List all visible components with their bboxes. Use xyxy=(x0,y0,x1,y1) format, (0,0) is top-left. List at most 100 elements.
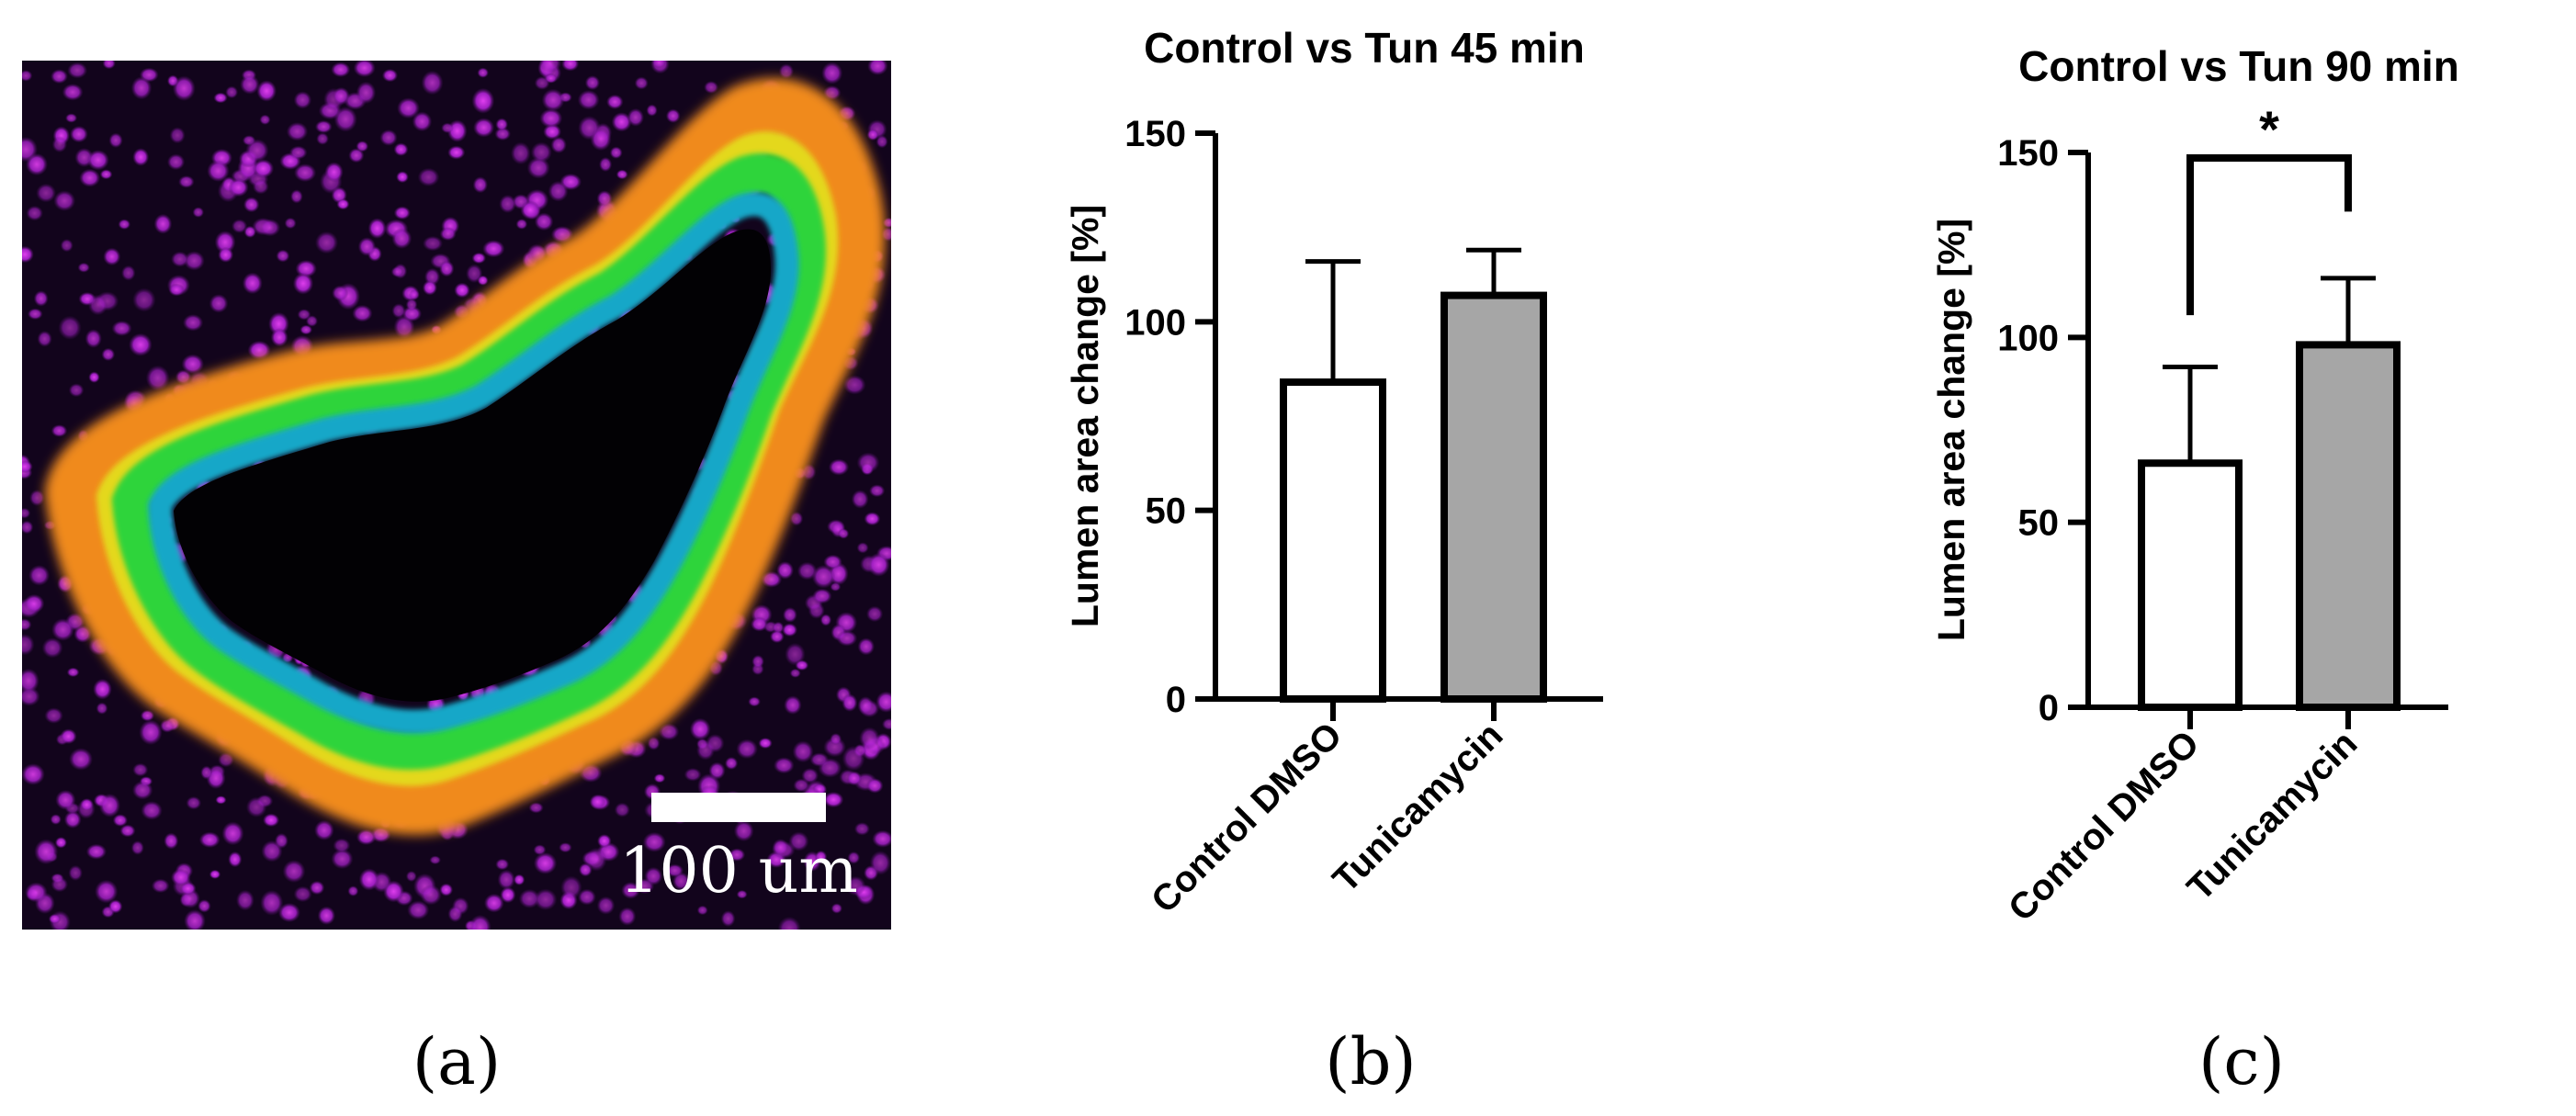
nucleus xyxy=(101,347,116,362)
nucleus xyxy=(48,913,62,924)
nucleus xyxy=(332,285,349,301)
nucleus xyxy=(286,121,309,141)
nucleus xyxy=(391,228,412,249)
nucleus xyxy=(842,745,865,772)
nucleus xyxy=(836,630,858,647)
nucleus xyxy=(408,289,420,300)
nucleus xyxy=(466,264,483,284)
nucleus xyxy=(293,163,317,183)
nucleus xyxy=(63,810,82,829)
nucleus xyxy=(429,855,442,865)
significance-label: * xyxy=(2259,100,2279,158)
nucleus xyxy=(182,314,204,332)
nucleus xyxy=(168,283,185,297)
nucleus xyxy=(34,839,59,865)
nucleus xyxy=(22,70,33,82)
nucleus xyxy=(789,668,801,679)
nucleus xyxy=(331,849,354,870)
nucleus xyxy=(495,858,510,871)
nucleus xyxy=(55,789,76,810)
nucleus xyxy=(353,61,376,78)
nucleus xyxy=(772,839,789,856)
nucleus xyxy=(240,74,260,95)
nucleus xyxy=(864,512,881,526)
nucleus xyxy=(614,802,630,817)
x-tick-label: Tunicamycin xyxy=(1325,715,1510,900)
nucleus xyxy=(263,813,280,828)
nucleus xyxy=(773,757,795,774)
nucleus xyxy=(396,171,409,184)
nucleus xyxy=(658,723,680,741)
nucleus xyxy=(473,118,495,138)
nucleus xyxy=(851,490,869,509)
nucleus xyxy=(801,768,819,783)
nucleus xyxy=(119,824,136,838)
nucleus xyxy=(218,752,234,768)
nucleus xyxy=(550,136,567,153)
nucleus xyxy=(751,616,768,632)
nucleus xyxy=(293,91,312,109)
nucleus xyxy=(171,251,189,267)
nucleus xyxy=(684,767,702,782)
y-tick-label: 50 xyxy=(1146,491,1187,532)
nucleus xyxy=(534,212,554,231)
y-axis-label: Lumen area change [%] xyxy=(1930,219,1972,641)
nucleus xyxy=(225,85,239,99)
nucleus xyxy=(847,851,861,864)
nucleus xyxy=(54,837,67,849)
nucleus xyxy=(86,150,109,171)
nucleus xyxy=(422,280,437,296)
nucleus xyxy=(627,107,645,127)
nucleus xyxy=(597,834,612,849)
nucleus xyxy=(724,756,739,771)
nucleus xyxy=(823,791,844,808)
nucleus xyxy=(856,542,869,554)
nucleus xyxy=(356,81,377,105)
nucleus xyxy=(68,864,83,882)
nucleus xyxy=(175,369,192,385)
nucleus xyxy=(235,889,254,911)
nucleus xyxy=(515,219,528,230)
nucleus xyxy=(358,868,379,891)
nucleus xyxy=(292,272,314,295)
nucleus xyxy=(857,696,874,716)
nucleus xyxy=(859,727,880,750)
nucleus xyxy=(22,459,33,474)
nucleus xyxy=(112,814,129,827)
nucleus xyxy=(316,132,329,145)
nucleus xyxy=(814,850,828,864)
significance-bracket xyxy=(2186,154,2352,316)
nucleus xyxy=(782,623,798,637)
nucleus xyxy=(881,717,891,730)
nucleus xyxy=(22,618,32,631)
nucleus xyxy=(872,829,891,848)
nucleus xyxy=(646,104,658,117)
y-axis-label: Lumen area change [%] xyxy=(1064,205,1106,627)
nucleus xyxy=(447,905,463,923)
nucleus xyxy=(181,354,205,375)
nucleus xyxy=(131,781,153,800)
nucleus xyxy=(293,885,312,903)
nucleus xyxy=(172,75,196,101)
nucleus xyxy=(696,905,708,916)
nucleus xyxy=(865,605,884,623)
nucleus xyxy=(789,511,804,526)
nucleus xyxy=(846,771,863,786)
x-tick-label: Control DMSO xyxy=(1144,715,1350,920)
nucleus xyxy=(577,89,600,110)
nucleus xyxy=(183,251,205,271)
nucleus xyxy=(618,907,637,926)
nucleus xyxy=(85,329,102,348)
nucleus xyxy=(22,763,45,785)
nucleus xyxy=(736,738,758,760)
nucleus xyxy=(454,282,470,299)
nucleus xyxy=(599,156,613,173)
nucleus xyxy=(472,176,488,194)
nucleus xyxy=(276,249,290,263)
nucleus xyxy=(324,162,344,183)
nucleus xyxy=(228,177,249,197)
nucleus xyxy=(733,820,754,842)
y-tick-label: 150 xyxy=(1124,114,1186,154)
nucleus xyxy=(494,127,511,141)
nucleus xyxy=(51,136,68,153)
